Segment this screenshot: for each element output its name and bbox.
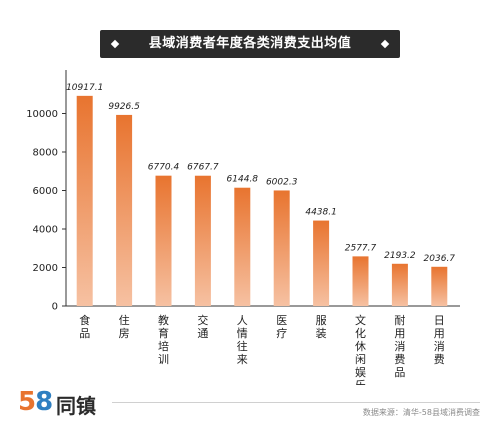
- bar: [313, 220, 330, 306]
- bar-value-label: 9926.5: [108, 102, 140, 112]
- x-tick-label: 人情往来: [237, 314, 248, 366]
- x-tick-label: 医疗: [276, 314, 287, 340]
- bar-value-label: 6002.3: [266, 177, 298, 187]
- bar-value-label: 10917.1: [66, 83, 103, 93]
- bar-value-label: 2036.7: [424, 254, 456, 264]
- bar: [234, 187, 251, 306]
- chart-title: 县域消费者年度各类消费支出均值: [148, 36, 352, 51]
- title-banner: 县域消费者年度各类消费支出均值: [100, 30, 400, 58]
- y-tick-label: 10000: [26, 109, 58, 120]
- bar-value-label: 6144.8: [227, 175, 259, 185]
- y-tick-label: 2000: [33, 263, 58, 274]
- bar-value-label: 2577.7: [345, 243, 377, 253]
- y-tick-label: 4000: [33, 225, 58, 236]
- y-tick-label: 0: [52, 302, 58, 313]
- bar-chart: 0 2000 4000 6000 8000 10000 10917.1 食品 9926.5 住房 6…: [26, 70, 460, 385]
- brand-logo: 58: [18, 387, 53, 417]
- bar: [352, 256, 369, 306]
- bar: [273, 190, 290, 306]
- bar: [76, 95, 93, 306]
- bar: [194, 175, 211, 306]
- bar-value-label: 6770.4: [148, 163, 180, 173]
- x-tick-label: 耐用消费品: [394, 314, 405, 379]
- y-tick-label: 8000: [33, 148, 58, 159]
- x-tick-label: 交通: [197, 313, 208, 340]
- x-tick-label: 住房: [119, 313, 130, 340]
- footer: 58 同镇 数据来源：清华-58县域消费调查: [0, 385, 500, 420]
- data-source: 数据来源：清华-58县域消费调查: [362, 408, 480, 417]
- x-tick-label: 文化休闲娱乐: [355, 313, 366, 385]
- brand-name: 同镇: [56, 394, 96, 418]
- x-tick-label: 教育培训: [158, 314, 169, 366]
- bar: [116, 114, 133, 306]
- bar-value-label: 2193.2: [384, 251, 416, 261]
- y-tick-label: 6000: [33, 186, 58, 197]
- bar: [431, 266, 448, 306]
- footer-divider: [112, 402, 480, 403]
- bar: [155, 175, 172, 306]
- x-tick-label: 服装: [316, 314, 327, 340]
- bar-value-label: 6767.7: [187, 163, 219, 173]
- bar-value-label: 4438.1: [305, 208, 337, 218]
- x-tick-label: 日用消费: [434, 314, 445, 366]
- bar: [391, 263, 408, 306]
- x-tick-label: 食品: [79, 313, 90, 340]
